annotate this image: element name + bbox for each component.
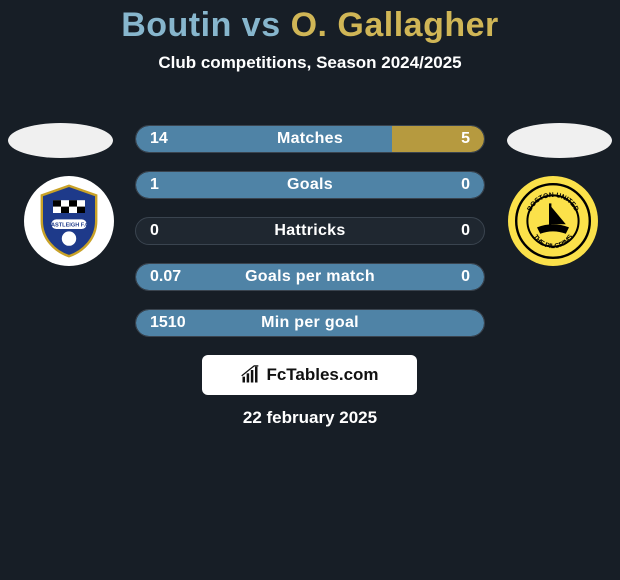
boston-united-crest: BOSTON UNITED THE PILGRIMS bbox=[508, 176, 598, 266]
bar-chart-icon bbox=[240, 365, 260, 385]
player-right-name: O. Gallagher bbox=[291, 6, 499, 44]
crest-shadow-left bbox=[8, 123, 113, 158]
branding-text: FcTables.com bbox=[266, 365, 378, 385]
stat-row: 1510Min per goal bbox=[135, 309, 485, 337]
stat-row: 0.070Goals per match bbox=[135, 263, 485, 291]
stat-row: 145Matches bbox=[135, 125, 485, 153]
player-left-name: Boutin bbox=[121, 6, 232, 44]
stat-label: Min per goal bbox=[136, 310, 484, 336]
stat-label: Goals per match bbox=[136, 264, 484, 290]
header: Boutin vs O. Gallagher Club competitions… bbox=[0, 0, 620, 73]
ship-icon: BOSTON UNITED THE PILGRIMS bbox=[513, 181, 593, 261]
crest-shadow-right bbox=[507, 123, 612, 158]
stats-panel: 145Matches 10Goals 00Hattricks 0.070Goals p… bbox=[135, 125, 485, 355]
stat-row: 00Hattricks bbox=[135, 217, 485, 245]
eastleigh-fc-crest: EASTLEIGH F.C. bbox=[24, 176, 114, 266]
branding-badge: FcTables.com bbox=[202, 355, 417, 395]
svg-text:EASTLEIGH F.C.: EASTLEIGH F.C. bbox=[47, 223, 91, 229]
stat-label: Hattricks bbox=[136, 218, 484, 244]
footer-date: 22 february 2025 bbox=[0, 408, 620, 428]
subtitle: Club competitions, Season 2024/2025 bbox=[0, 53, 620, 73]
page-title: Boutin vs O. Gallagher bbox=[0, 6, 620, 45]
stat-label: Matches bbox=[136, 126, 484, 152]
vs-text: vs bbox=[232, 6, 291, 44]
stat-label: Goals bbox=[136, 172, 484, 198]
shield-icon: EASTLEIGH F.C. bbox=[29, 181, 109, 261]
stat-row: 10Goals bbox=[135, 171, 485, 199]
